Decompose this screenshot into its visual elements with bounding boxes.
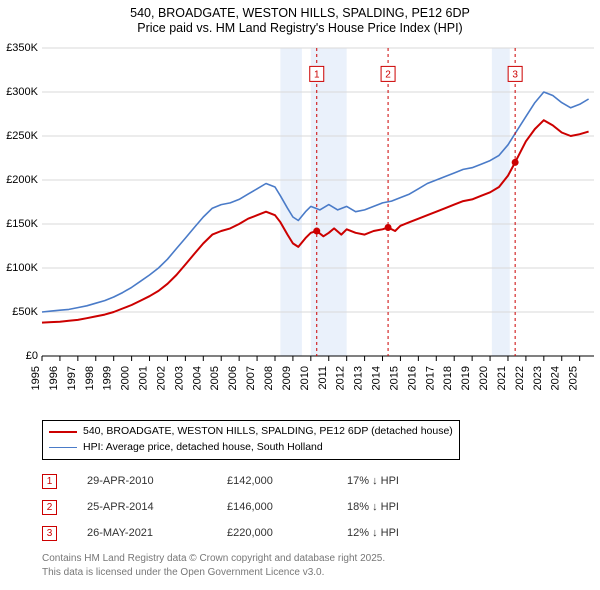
svg-text:2006: 2006 bbox=[227, 366, 239, 390]
sale-marker-icon: 3 bbox=[42, 526, 57, 541]
sale-marker-icon: 2 bbox=[42, 500, 57, 515]
sale-date: 26-MAY-2021 bbox=[87, 527, 227, 539]
sale-date: 25-APR-2014 bbox=[87, 501, 227, 513]
legend-row-hpi: HPI: Average price, detached house, Sout… bbox=[49, 440, 453, 456]
svg-text:2013: 2013 bbox=[353, 366, 365, 390]
svg-text:2025: 2025 bbox=[568, 366, 580, 390]
legend-label-property: 540, BROADGATE, WESTON HILLS, SPALDING, … bbox=[83, 424, 453, 440]
svg-text:2012: 2012 bbox=[335, 366, 347, 390]
svg-text:£100K: £100K bbox=[6, 262, 38, 274]
chart-title-address: 540, BROADGATE, WESTON HILLS, SPALDING, … bbox=[0, 6, 600, 20]
sale-delta: 18% ↓ HPI bbox=[347, 501, 467, 513]
sale-price: £220,000 bbox=[227, 527, 347, 539]
chart-title-sub: Price paid vs. HM Land Registry's House … bbox=[0, 21, 600, 35]
svg-text:£50K: £50K bbox=[12, 306, 38, 318]
svg-text:2011: 2011 bbox=[317, 366, 329, 390]
legend-row-property: 540, BROADGATE, WESTON HILLS, SPALDING, … bbox=[49, 424, 453, 440]
table-row: 1 29-APR-2010 £142,000 17% ↓ HPI bbox=[42, 468, 467, 494]
footer: Contains HM Land Registry data © Crown c… bbox=[42, 552, 385, 579]
sales-table: 1 29-APR-2010 £142,000 17% ↓ HPI 2 25-AP… bbox=[42, 468, 467, 546]
svg-text:2010: 2010 bbox=[299, 366, 311, 390]
svg-text:1996: 1996 bbox=[48, 366, 60, 390]
svg-text:2021: 2021 bbox=[496, 366, 508, 390]
chart-titles: 540, BROADGATE, WESTON HILLS, SPALDING, … bbox=[0, 0, 600, 35]
svg-text:1995: 1995 bbox=[30, 366, 42, 390]
legend-swatch-property bbox=[49, 431, 77, 433]
svg-text:2003: 2003 bbox=[173, 366, 185, 390]
svg-text:2004: 2004 bbox=[191, 366, 203, 390]
svg-text:2001: 2001 bbox=[138, 366, 150, 390]
svg-text:2009: 2009 bbox=[281, 366, 293, 390]
chart-plot: £0 £50K £100K £150K £200K £250K £300K £350K 1995… bbox=[0, 42, 600, 412]
svg-text:1998: 1998 bbox=[84, 366, 96, 390]
svg-text:1999: 1999 bbox=[102, 366, 114, 390]
svg-text:£0: £0 bbox=[26, 350, 38, 362]
svg-text:2015: 2015 bbox=[388, 366, 400, 390]
svg-text:3: 3 bbox=[512, 69, 518, 80]
sale-date: 29-APR-2010 bbox=[87, 475, 227, 487]
chart-container: 540, BROADGATE, WESTON HILLS, SPALDING, … bbox=[0, 0, 600, 590]
svg-text:2020: 2020 bbox=[478, 366, 490, 390]
footer-line2: This data is licensed under the Open Gov… bbox=[42, 566, 385, 580]
sale-price: £146,000 bbox=[227, 501, 347, 513]
svg-text:£150K: £150K bbox=[6, 218, 38, 230]
svg-text:2017: 2017 bbox=[424, 366, 436, 390]
svg-text:£200K: £200K bbox=[6, 174, 38, 186]
svg-text:2016: 2016 bbox=[406, 366, 418, 390]
svg-text:2: 2 bbox=[385, 69, 391, 80]
chart-svg: £0 £50K £100K £150K £200K £250K £300K £350K 1995… bbox=[0, 42, 600, 412]
svg-text:2024: 2024 bbox=[550, 366, 562, 390]
sale-delta: 12% ↓ HPI bbox=[347, 527, 467, 539]
svg-text:£300K: £300K bbox=[6, 86, 38, 98]
sale-marker-icon: 1 bbox=[42, 474, 57, 489]
svg-text:2007: 2007 bbox=[245, 366, 257, 390]
legend-swatch-hpi bbox=[49, 447, 77, 448]
table-row: 2 25-APR-2014 £146,000 18% ↓ HPI bbox=[42, 494, 467, 520]
svg-text:2023: 2023 bbox=[532, 366, 544, 390]
svg-text:2008: 2008 bbox=[263, 366, 275, 390]
sale-price: £142,000 bbox=[227, 475, 347, 487]
svg-text:2018: 2018 bbox=[442, 366, 454, 390]
svg-text:2000: 2000 bbox=[120, 366, 132, 390]
table-row: 3 26-MAY-2021 £220,000 12% ↓ HPI bbox=[42, 520, 467, 546]
svg-text:2022: 2022 bbox=[514, 366, 526, 390]
sale-delta: 17% ↓ HPI bbox=[347, 475, 467, 487]
svg-text:1: 1 bbox=[314, 69, 320, 80]
svg-text:2002: 2002 bbox=[155, 366, 167, 390]
svg-text:2005: 2005 bbox=[209, 366, 221, 390]
svg-text:£250K: £250K bbox=[6, 130, 38, 142]
legend: 540, BROADGATE, WESTON HILLS, SPALDING, … bbox=[42, 420, 460, 460]
svg-text:£350K: £350K bbox=[6, 42, 38, 54]
svg-text:2014: 2014 bbox=[371, 366, 383, 390]
footer-line1: Contains HM Land Registry data © Crown c… bbox=[42, 552, 385, 566]
svg-text:2019: 2019 bbox=[460, 366, 472, 390]
svg-text:1997: 1997 bbox=[66, 366, 78, 390]
legend-label-hpi: HPI: Average price, detached house, Sout… bbox=[83, 440, 323, 456]
